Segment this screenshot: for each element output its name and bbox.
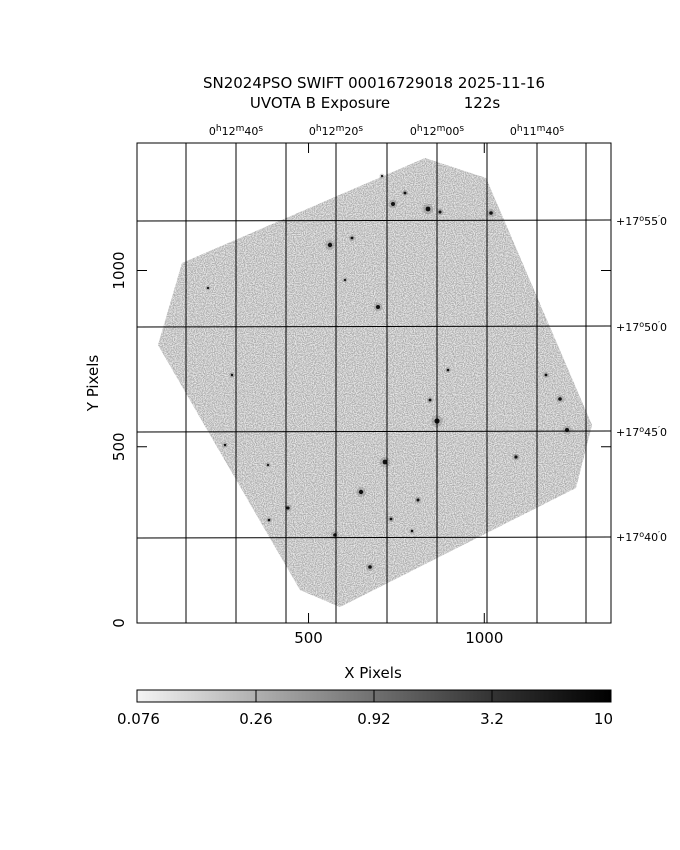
colorbar-label: 0.076	[117, 710, 160, 728]
star	[446, 368, 450, 372]
star	[416, 498, 420, 502]
dec-label: +17o40′0	[616, 530, 667, 544]
star	[368, 565, 372, 569]
y-axis-ticks: 0 500 1000	[110, 251, 611, 628]
title-exposure-value: 122s	[464, 94, 501, 112]
colorbar-label: 0.92	[357, 710, 390, 728]
dec-label: +17o50′0	[616, 320, 667, 334]
star	[286, 506, 290, 510]
star	[389, 517, 393, 521]
y-axis-label: Y Pixels	[84, 355, 102, 413]
star	[267, 518, 271, 522]
ra-axis-labels: 0h12m40s 0h12m20s 0h12m00s 0h11m40s	[209, 124, 565, 138]
star	[544, 373, 548, 377]
x-axis-label: X Pixels	[344, 664, 402, 682]
star-field	[205, 173, 572, 571]
x-axis-ticks: 500 1000	[294, 143, 503, 647]
star	[489, 211, 493, 215]
ra-label: 0h12m40s	[209, 124, 264, 138]
y-tick-label: 1000	[110, 251, 128, 289]
dec-axis-labels: +17o55′0 +17o50′0 +17o45′0 +17o40′0	[616, 214, 667, 544]
star	[558, 397, 562, 401]
star	[343, 278, 347, 282]
y-tick-label: 500	[110, 432, 128, 461]
colorbar-label: 0.26	[239, 710, 272, 728]
star	[382, 459, 388, 465]
ra-label: 0h12m00s	[410, 124, 465, 138]
colorbar-ticks	[255, 690, 493, 702]
title-line1: SN2024PSO SWIFT 00016729018 2025-11-16	[203, 74, 545, 92]
ra-label: 0h12m20s	[309, 124, 364, 138]
exposure-footprint	[158, 158, 592, 607]
star	[223, 443, 227, 447]
star	[428, 398, 432, 402]
star	[391, 202, 395, 206]
ra-label: 0h11m40s	[510, 124, 565, 138]
star	[358, 489, 364, 495]
x-tick-label: 1000	[465, 629, 503, 647]
star	[438, 210, 442, 214]
sky-image	[158, 158, 592, 607]
dec-label: +17o55′0	[616, 214, 667, 228]
star	[403, 191, 407, 195]
star	[514, 455, 518, 459]
colorbar-label: 3.2	[480, 710, 504, 728]
dec-label: +17o45′0	[616, 425, 667, 439]
title-exposure-label: UVOTA B Exposure	[250, 94, 390, 112]
star	[230, 373, 234, 377]
y-tick-label: 0	[110, 618, 128, 628]
star	[376, 305, 380, 309]
colorbar-labels: 0.076 0.26 0.92 3.2 10	[117, 710, 613, 728]
star	[410, 529, 414, 533]
star	[266, 463, 270, 467]
star	[350, 236, 354, 240]
colorbar-label: 10	[594, 710, 613, 728]
x-tick-label: 500	[294, 629, 323, 647]
star	[425, 206, 431, 212]
coordinate-grid	[136, 143, 612, 623]
star	[380, 174, 384, 178]
plot-frame	[136, 142, 612, 624]
star	[327, 242, 333, 248]
star	[206, 286, 210, 290]
